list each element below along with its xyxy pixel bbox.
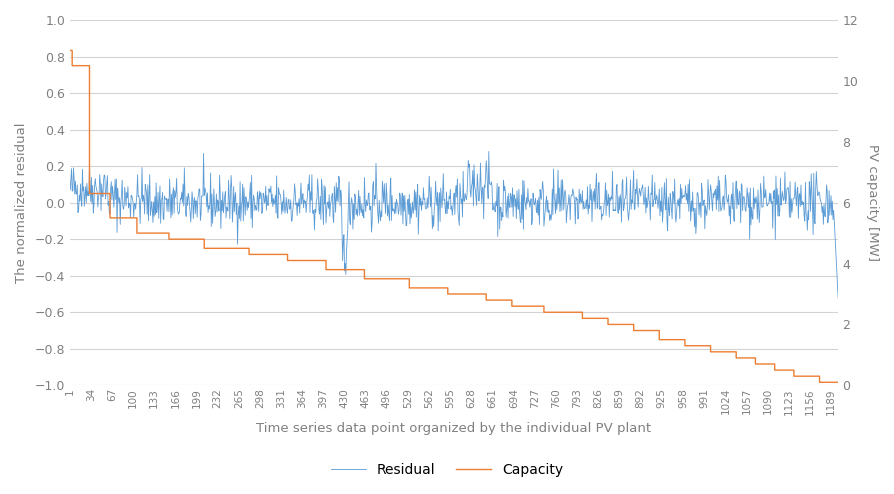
Residual — [468, 203, 479, 209]
Capacity — [324, 267, 334, 273]
Residual — [64, 179, 75, 185]
Capacity — [468, 291, 479, 297]
Residual — [485, 181, 495, 187]
Residual — [324, 206, 334, 211]
Capacity — [833, 379, 844, 385]
Y-axis label: PV capacity [MW]: PV capacity [MW] — [866, 144, 879, 261]
Capacity — [64, 47, 75, 53]
Line: Residual: Residual — [70, 152, 839, 298]
Residual — [833, 295, 844, 301]
Residual — [194, 186, 205, 192]
Capacity — [166, 236, 177, 242]
Residual — [166, 191, 177, 197]
Legend: Residual, Capacity: Residual, Capacity — [325, 457, 569, 482]
X-axis label: Time series data point organized by the individual PV plant: Time series data point organized by the … — [257, 421, 652, 435]
Capacity — [398, 276, 409, 282]
Residual — [398, 221, 409, 227]
Line: Capacity: Capacity — [70, 50, 839, 382]
Capacity — [194, 236, 205, 242]
Residual — [484, 149, 494, 155]
Capacity — [814, 379, 825, 385]
Capacity — [484, 297, 494, 303]
Y-axis label: The normalized residual: The normalized residual — [15, 123, 28, 283]
